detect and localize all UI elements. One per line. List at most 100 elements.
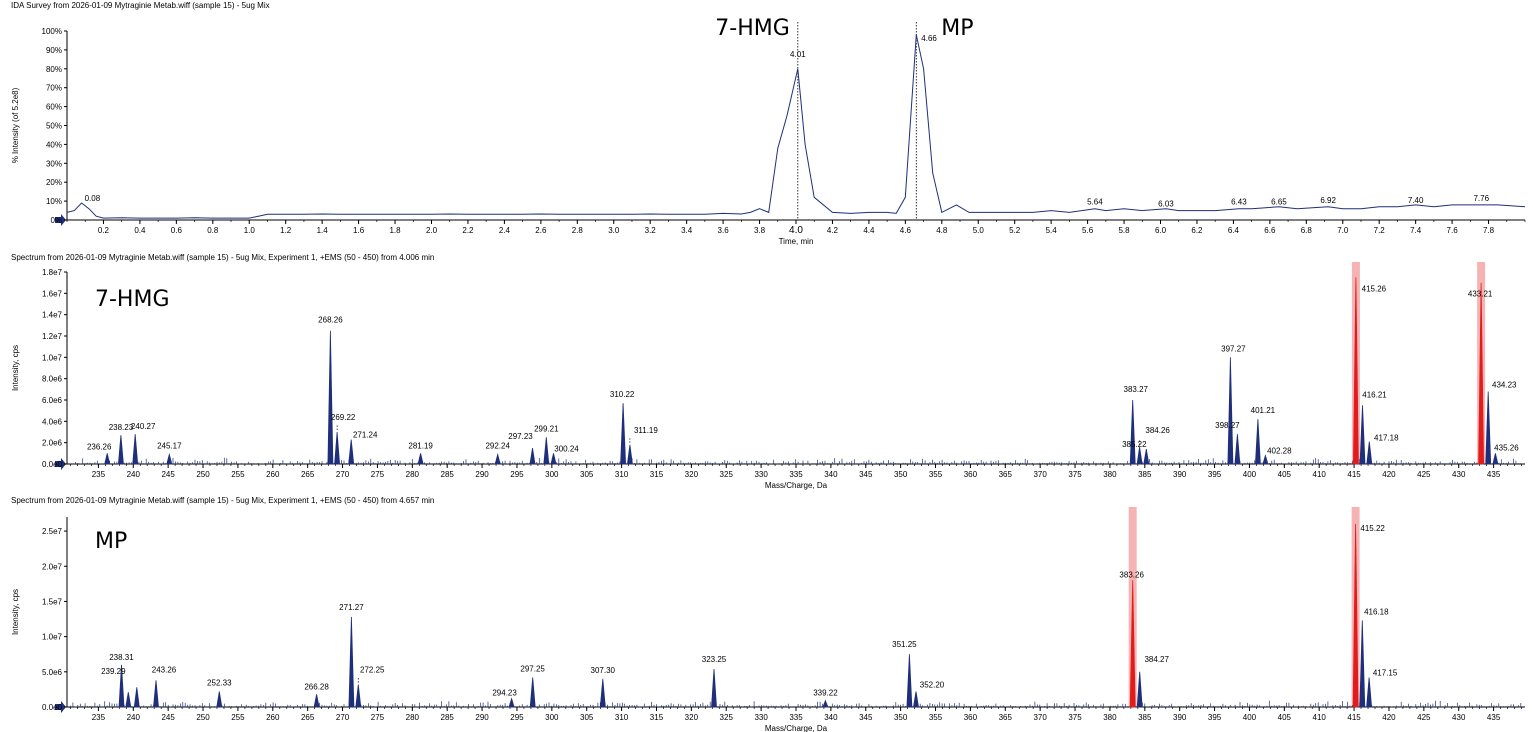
spectrum-2-xtick-label: 340 (824, 713, 838, 722)
spectrum-1-peak-label: 268.26 (318, 316, 343, 325)
spectrum-1-xtick-label: 425 (1417, 470, 1431, 479)
spectrum-1-ytick-label: 0.0e0 (42, 460, 63, 469)
spectrum-2-peak (133, 687, 140, 708)
spectrum-2-xtick-label: 325 (720, 713, 734, 722)
spectrum-1-peak-label: 269.22 (331, 413, 356, 422)
spectrum-2-peak (313, 694, 320, 708)
spectrum-panel-1: Spectrum from 2026-01-09 Mytraginie Meta… (0, 252, 1533, 495)
chromatogram-xtick-label: 1.6 (353, 226, 365, 235)
spectrum-2-peak-label: 294.23 (492, 689, 517, 698)
chromatogram-peak-label: 0.08 (85, 194, 101, 203)
spectrum-1-ytick-label: 2.0e6 (42, 439, 63, 448)
spectrum-1-peak (1366, 441, 1373, 465)
spectrum-2-ytick-label: 2.5e7 (42, 527, 63, 536)
chromatogram-x-axis-title: Time, min (779, 237, 814, 246)
chromatogram-xtick-label: 1.8 (389, 226, 401, 235)
spectrum-1-peak-label: 415.26 (1362, 284, 1387, 293)
spectrum-1-xtick-label: 315 (650, 470, 664, 479)
spectrum-1-xtick-label: 345 (859, 470, 873, 479)
spectrum-1-xtick-label: 410 (1313, 470, 1327, 479)
spectrum-1-xtick-label: 320 (685, 470, 699, 479)
spectrum-1-ytick-label: 1.0e7 (42, 353, 63, 362)
chromatogram-zero-arrow (55, 214, 66, 226)
chromatogram-xtick-label: 1.2 (280, 226, 292, 235)
spectrum-2-xtick-label: 415 (1347, 713, 1361, 722)
chromatogram-xtick-label: 3.2 (645, 226, 657, 235)
chromatogram-xtick-label: 0.2 (98, 226, 110, 235)
chromatogram-ytick-label: 20% (46, 178, 62, 187)
spectrum-1-peak (529, 447, 536, 465)
chromatogram-xtick-label: 7.8 (1483, 226, 1495, 235)
chromatogram-xtick-label: 5.8 (1118, 226, 1130, 235)
spectrum-2-peak-label: 352.20 (920, 681, 945, 690)
spectrum-1-xtick-label: 395 (1208, 470, 1222, 479)
spectrum-1-peak (1478, 282, 1485, 465)
spectrum-1-xtick-label: 385 (1138, 470, 1152, 479)
chromatogram-peak-label: 7.76 (1473, 194, 1489, 203)
spectrum-1-baseline-noise (70, 457, 1522, 464)
spectrum-1-peak-label: 402.28 (1267, 446, 1292, 455)
chromatogram-trace (66, 34, 1526, 219)
spectrum-2-peak (1359, 620, 1366, 708)
spectrum-2-peak-label: 417.15 (1373, 668, 1398, 677)
spectrum-1-xtick-label: 300 (545, 470, 559, 479)
spectrum-1-peak (494, 452, 501, 465)
chromatogram-xtick-label: 3.4 (681, 226, 693, 235)
spectrum-1-peak-label: 271.24 (353, 430, 378, 439)
spectrum-1-xtick-label: 335 (789, 470, 803, 479)
spectrum-2-peak-label: 416.18 (1364, 607, 1389, 616)
spectrum-2-peak (216, 691, 223, 708)
spectrum-1-peak-label: 398.27 (1215, 421, 1240, 430)
spectrum-1-xtick-label: 420 (1382, 470, 1396, 479)
spectrum-2-ytick-label: 1.5e7 (42, 597, 63, 606)
chromatogram-xtick-label: 7.4 (1410, 226, 1422, 235)
chromatogram-panel: IDA Survey from 2026-01-09 Mytraginie Me… (0, 0, 1533, 252)
spectrum-1-ytick-label: 1.8e7 (42, 268, 63, 277)
spectrum-2-xtick-label: 355 (929, 713, 943, 722)
spectrum-1-peak-label: 384.26 (1145, 426, 1170, 435)
chromatogram-xtick-label: 4.4 (863, 226, 875, 235)
spectrum-2-ytick-label: 2.0e7 (42, 562, 63, 571)
chromatogram-svg: 0% 10% 20% 30% 40% 50% 60% 70% 80% 90% 100% 0.2 0.4 0… (11, 16, 1526, 246)
spectrum-1-xtick-label: 360 (964, 470, 978, 479)
chromatogram-xtick-label: 4.2 (827, 226, 839, 235)
chromatogram-ytick-label: 60% (46, 103, 62, 112)
spectrum-2-peak-label: 238.31 (109, 653, 134, 662)
chromatogram-xtick-label: 2.6 (535, 226, 547, 235)
chromatogram-xtick-label: 1.4 (317, 226, 329, 235)
spectrum-1-peak-label: 433.21 (1468, 290, 1493, 299)
spectrum-2-xtick-label: 305 (580, 713, 594, 722)
spectrum-2-x-axis-title: Mass/Charge, Da (765, 724, 828, 732)
spectrum-1-peak (417, 453, 424, 465)
spectrum-1-peak (1359, 405, 1366, 465)
spectrum-1-peak-label: 245.17 (157, 441, 182, 450)
chromatogram-peak-label: 6.92 (1320, 196, 1336, 205)
spectrum-1-xtick-label: 310 (615, 470, 629, 479)
spectrum-1-peak (327, 330, 334, 465)
spectrum-1-xtick-label: 265 (301, 470, 315, 479)
spectrum-2-xtick-label: 335 (789, 713, 803, 722)
spectrum-2-peak (508, 697, 515, 708)
spectrum-2-xtick-label: 390 (1173, 713, 1187, 722)
spectrum-2-xtick-label: 425 (1417, 713, 1431, 722)
spectrum-1-peak (550, 453, 557, 465)
chromatogram-peak-label: 6.43 (1231, 198, 1247, 207)
spectrum-2-xtick-label: 260 (266, 713, 280, 722)
spectrum-2-y-axis-title: Intensity, cps (11, 589, 20, 635)
spectrum-1-ytick-label: 6.0e6 (42, 396, 63, 405)
spectrum-2-title: Spectrum from 2026-01-09 Mytraginie Meta… (11, 496, 435, 505)
spectrum-panel-2: Spectrum from 2026-01-09 Mytraginie Meta… (0, 495, 1533, 732)
chromatogram-xtick-label: 6.6 (1264, 226, 1276, 235)
spectrum-1-peak-label: 292.24 (485, 441, 510, 450)
spectrum-1-peak-label: 435.26 (1494, 443, 1519, 452)
spectrum-1-xtick-label: 290 (475, 470, 489, 479)
spectrum-2-peak-label: 307.30 (591, 666, 616, 675)
spectrum-1-peak (1262, 454, 1269, 465)
spectrum-1-peak (1136, 446, 1143, 465)
chromatogram-peak-label: 4.01 (790, 50, 806, 59)
chromatogram-title: IDA Survey from 2026-01-09 Mytraginie Me… (11, 1, 270, 10)
spectrum-2-xtick-label: 265 (301, 713, 315, 722)
spectrum-1-xtick-label: 380 (1103, 470, 1117, 479)
spectrum-2-peak-label: 272.25 (360, 665, 385, 674)
spectrum-1-xtick-label: 355 (929, 470, 943, 479)
